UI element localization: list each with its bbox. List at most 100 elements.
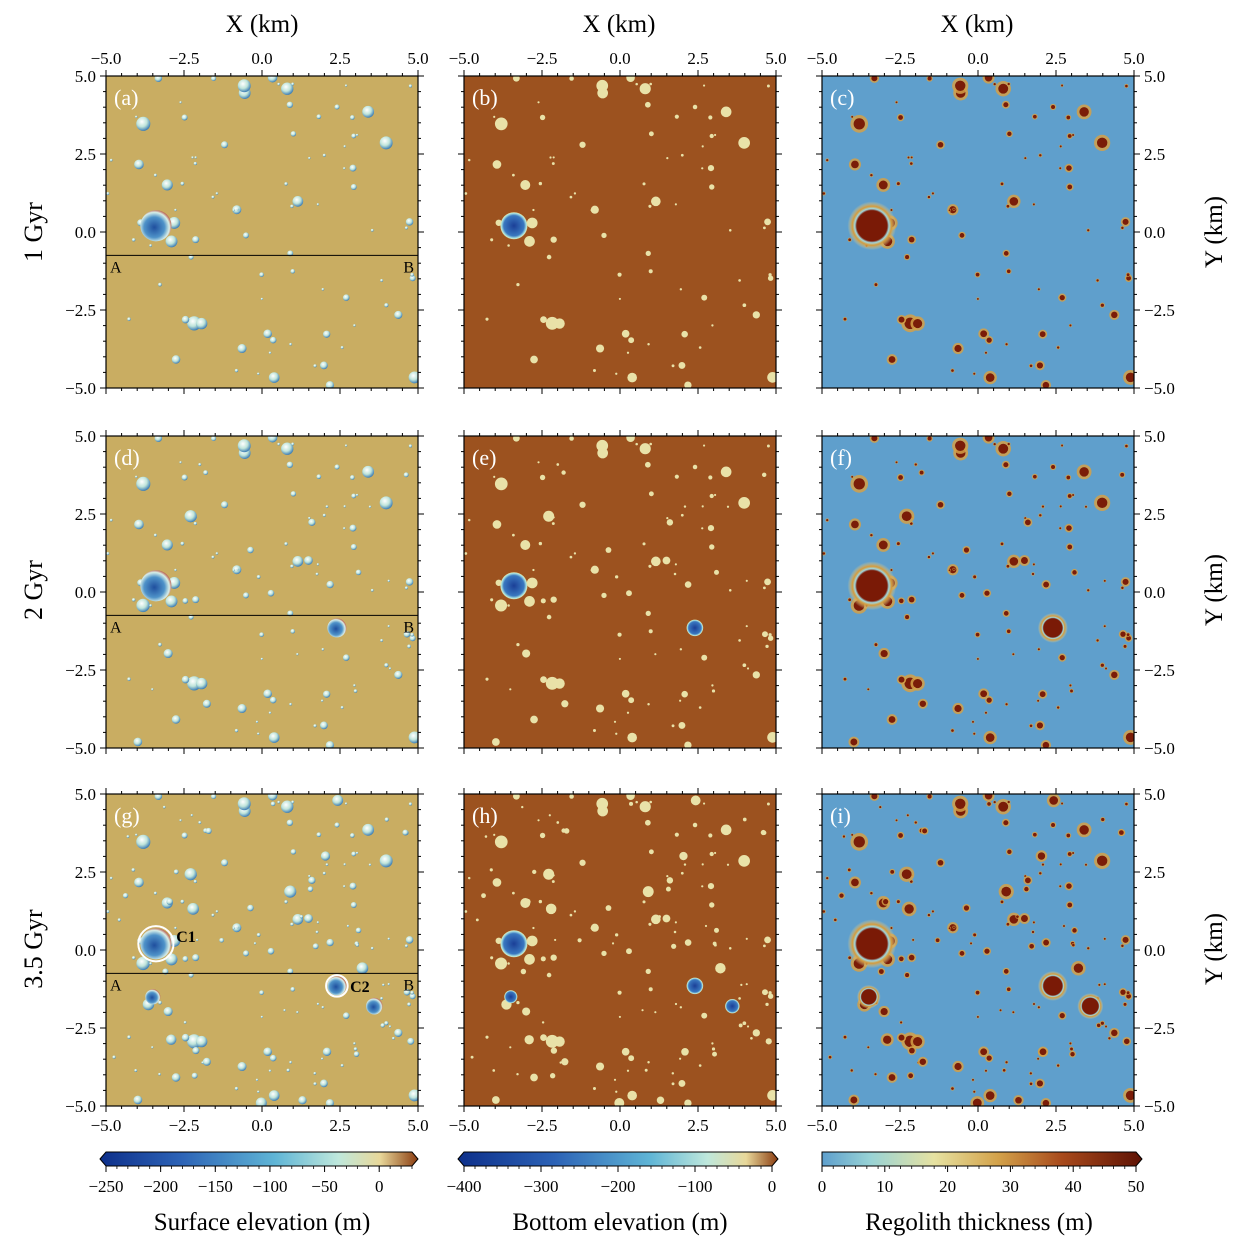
small-crater — [1063, 925, 1065, 927]
small-crater — [1037, 648, 1040, 651]
panel-label: (f) — [830, 445, 852, 470]
small-crater — [1032, 921, 1035, 924]
small-crater — [154, 794, 163, 800]
small-crater — [895, 101, 898, 104]
small-crater — [906, 814, 909, 817]
small-crater — [467, 876, 471, 880]
small-crater — [403, 988, 411, 996]
row-title-1gyr: 1 Gyr — [19, 202, 48, 262]
small-crater — [260, 1015, 264, 1019]
small-crater — [870, 173, 873, 177]
small-crater — [569, 195, 573, 199]
small-crater — [1126, 275, 1132, 281]
x-tick-label-bottom: −2.5 — [527, 1116, 558, 1135]
small-crater — [407, 1002, 411, 1007]
small-crater — [1087, 947, 1090, 950]
small-crater — [1009, 197, 1019, 206]
small-crater — [292, 195, 304, 207]
small-crater — [316, 921, 320, 924]
colorbar-tick-label: 0 — [375, 1177, 384, 1196]
small-crater — [985, 373, 995, 382]
small-crater — [325, 863, 329, 866]
small-crater — [539, 832, 546, 839]
small-crater — [1067, 544, 1073, 550]
small-crater — [1087, 229, 1090, 232]
small-crater — [284, 542, 288, 546]
small-crater — [524, 596, 535, 607]
small-crater — [257, 732, 260, 735]
small-crater — [195, 1035, 208, 1048]
x-axis-title-col1: X (km) — [226, 11, 299, 38]
small-crater — [153, 533, 157, 537]
small-crater — [1037, 288, 1040, 291]
small-crater — [720, 106, 732, 118]
small-crater — [351, 493, 357, 499]
small-crater — [490, 956, 494, 960]
small-crater — [530, 1073, 538, 1082]
y-tick-label-right: 5.0 — [1144, 785, 1165, 804]
small-crater — [538, 181, 543, 186]
small-crater — [590, 569, 593, 572]
small-crater — [342, 1012, 350, 1019]
colorbar-tick-label: −250 — [88, 1177, 123, 1196]
small-crater — [595, 344, 605, 353]
small-crater — [750, 1036, 753, 1040]
small-crater — [768, 273, 772, 277]
small-crater — [761, 472, 767, 478]
small-crater — [308, 876, 316, 884]
small-crater — [180, 181, 185, 186]
small-crater — [679, 1006, 683, 1009]
small-crater — [1031, 930, 1035, 934]
small-crater — [409, 635, 416, 642]
small-crater — [1029, 724, 1033, 728]
small-crater — [131, 598, 136, 602]
small-crater — [728, 589, 732, 592]
small-crater — [1125, 802, 1128, 806]
small-crater — [379, 854, 393, 868]
small-crater — [394, 1028, 403, 1037]
small-crater — [745, 937, 748, 940]
small-crater — [673, 572, 677, 576]
crater-field — [464, 794, 776, 1106]
small-crater — [320, 1079, 328, 1088]
small-crater — [720, 824, 732, 836]
small-crater — [976, 1015, 979, 1018]
small-crater — [267, 436, 278, 443]
small-crater — [193, 521, 197, 526]
small-crater — [1009, 557, 1019, 566]
small-crater — [475, 918, 479, 922]
small-crater — [215, 552, 219, 555]
x-tick-label-top: 5.0 — [1123, 49, 1144, 68]
small-crater — [1049, 796, 1059, 805]
panel-h: (h) −5.0 −2.5 0.0 2.5 5.0 — [449, 788, 787, 1135]
small-crater — [304, 914, 313, 923]
small-crater — [767, 993, 774, 999]
small-crater — [1037, 1057, 1040, 1060]
colorbar-tick-label: −200 — [143, 1177, 178, 1196]
small-crater — [296, 1011, 299, 1014]
small-crater — [626, 948, 632, 955]
small-crater — [165, 235, 178, 248]
small-crater — [601, 592, 607, 599]
small-crater — [495, 937, 502, 944]
small-crater — [387, 624, 390, 628]
small-crater — [1006, 269, 1011, 274]
y-tick-label-right: 2.5 — [1144, 863, 1165, 882]
small-crater — [552, 156, 555, 159]
colorbar-tick-label: 0 — [818, 1177, 827, 1196]
small-crater — [320, 361, 328, 370]
small-crater — [701, 167, 704, 170]
small-crater — [1007, 491, 1012, 496]
small-crater — [133, 737, 143, 747]
panel-label: (g) — [114, 803, 140, 828]
small-crater — [215, 910, 219, 913]
small-crater — [521, 805, 524, 809]
small-crater — [1042, 741, 1050, 748]
small-crater — [355, 927, 362, 934]
small-crater — [326, 580, 334, 589]
small-crater — [351, 851, 357, 857]
small-crater — [871, 436, 878, 442]
small-crater — [153, 891, 157, 895]
small-crater — [136, 116, 151, 131]
small-crater — [298, 1096, 307, 1105]
